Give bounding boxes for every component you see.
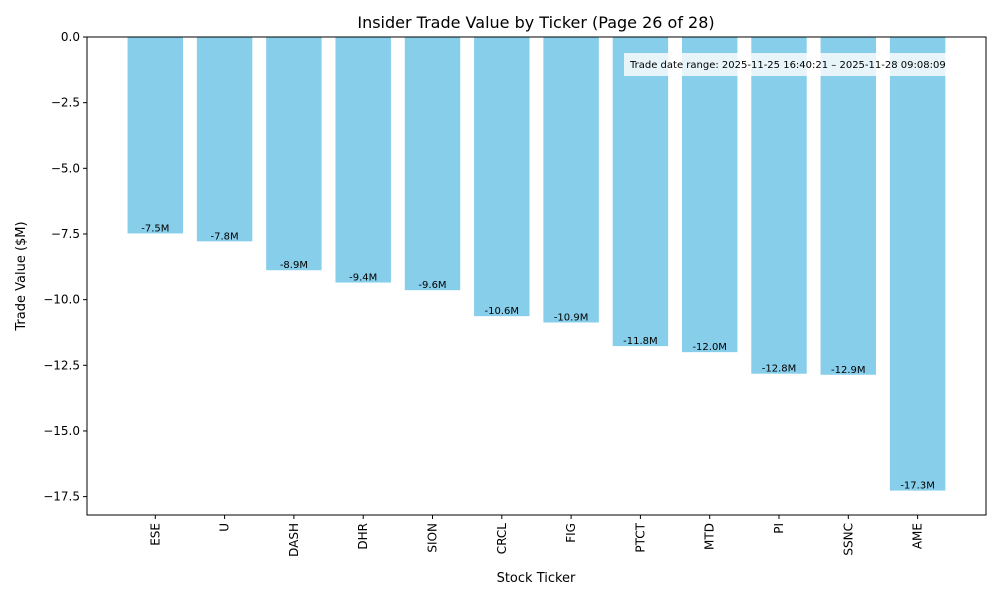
bar-ame xyxy=(889,37,946,491)
y-tick-label: −12.5 xyxy=(43,358,80,372)
chart-title: Insider Trade Value by Ticker (Page 26 o… xyxy=(357,13,714,32)
data-label-ame: -17.3M xyxy=(900,481,935,492)
y-tick-label: 0.0 xyxy=(61,30,80,44)
data-label-mtd: -12.0M xyxy=(692,342,727,353)
bar-ssnc xyxy=(820,37,877,375)
x-tick-label-crcl: CRCL xyxy=(495,523,509,554)
data-label-crcl: -10.6M xyxy=(485,306,520,317)
x-tick-label-ame: AME xyxy=(911,523,925,549)
y-tick-label: −2.5 xyxy=(51,96,80,110)
y-axis-title: Trade Value ($M) xyxy=(14,221,29,331)
x-tick-label-ese: ESE xyxy=(148,523,162,546)
x-tick-label-fig: FIG xyxy=(564,523,578,543)
bar-crcl xyxy=(474,37,530,317)
y-tick-label: −17.5 xyxy=(43,490,80,504)
x-tick-label-sion: SION xyxy=(426,523,440,553)
x-axis-title: Stock Ticker xyxy=(497,571,576,586)
data-label-ssnc: -12.9M xyxy=(831,365,866,376)
annotation-text: Trade date range: 2025-11-25 16:40:21 – … xyxy=(629,60,946,71)
data-label-sion: -9.6M xyxy=(418,280,446,291)
bar-dhr xyxy=(335,37,391,283)
bars xyxy=(127,37,946,491)
data-labels: -7.5M -7.8M -8.9M -9.4M -9.6M -10.6M -10.9M -11… xyxy=(141,223,935,491)
bar-ptct xyxy=(612,37,669,347)
data-label-ese: -7.5M xyxy=(141,223,169,234)
y-tick-label: −15.0 xyxy=(43,424,80,438)
data-label-dhr: -9.4M xyxy=(349,273,377,284)
x-axis: ESE U DASH DHR SION CRCL FIG PTCT MTD PI SSNC AME xyxy=(148,515,925,557)
plot-frame xyxy=(86,36,987,516)
bar-mtd xyxy=(681,37,738,353)
bar-ese xyxy=(127,37,184,234)
y-tick-label: −10.0 xyxy=(43,293,80,307)
data-label-fig: -10.9M xyxy=(554,312,589,323)
x-tick-label-pi: PI xyxy=(772,523,786,534)
bar-fig xyxy=(543,37,599,323)
bar-sion xyxy=(404,37,461,291)
x-tick-label-mtd: MTD xyxy=(703,523,717,550)
bar-dash xyxy=(266,37,322,271)
data-label-u: -7.8M xyxy=(211,231,239,242)
y-axis: 0.0 −2.5 −5.0 −7.5 −10.0 −12.5 −15.0 −17.5 xyxy=(43,30,87,504)
data-label-dash: -8.9M xyxy=(280,260,308,271)
bar-u xyxy=(196,37,253,242)
y-tick-label: −5.0 xyxy=(51,161,80,175)
date-range-annotation: Trade date range: 2025-11-25 16:40:21 – … xyxy=(624,53,986,76)
y-tick-label: −7.5 xyxy=(51,227,80,241)
x-tick-label-ssnc: SSNC xyxy=(841,523,855,556)
data-label-pi: -12.8M xyxy=(762,364,797,375)
x-tick-label-dhr: DHR xyxy=(356,523,370,550)
annotation-box xyxy=(624,53,986,76)
x-tick-label-ptct: PTCT xyxy=(633,522,647,552)
x-tick-label-dash: DASH xyxy=(287,523,301,557)
data-label-ptct: -11.8M xyxy=(623,336,658,347)
bar-pi xyxy=(751,37,807,374)
x-tick-label-u: U xyxy=(218,523,232,532)
